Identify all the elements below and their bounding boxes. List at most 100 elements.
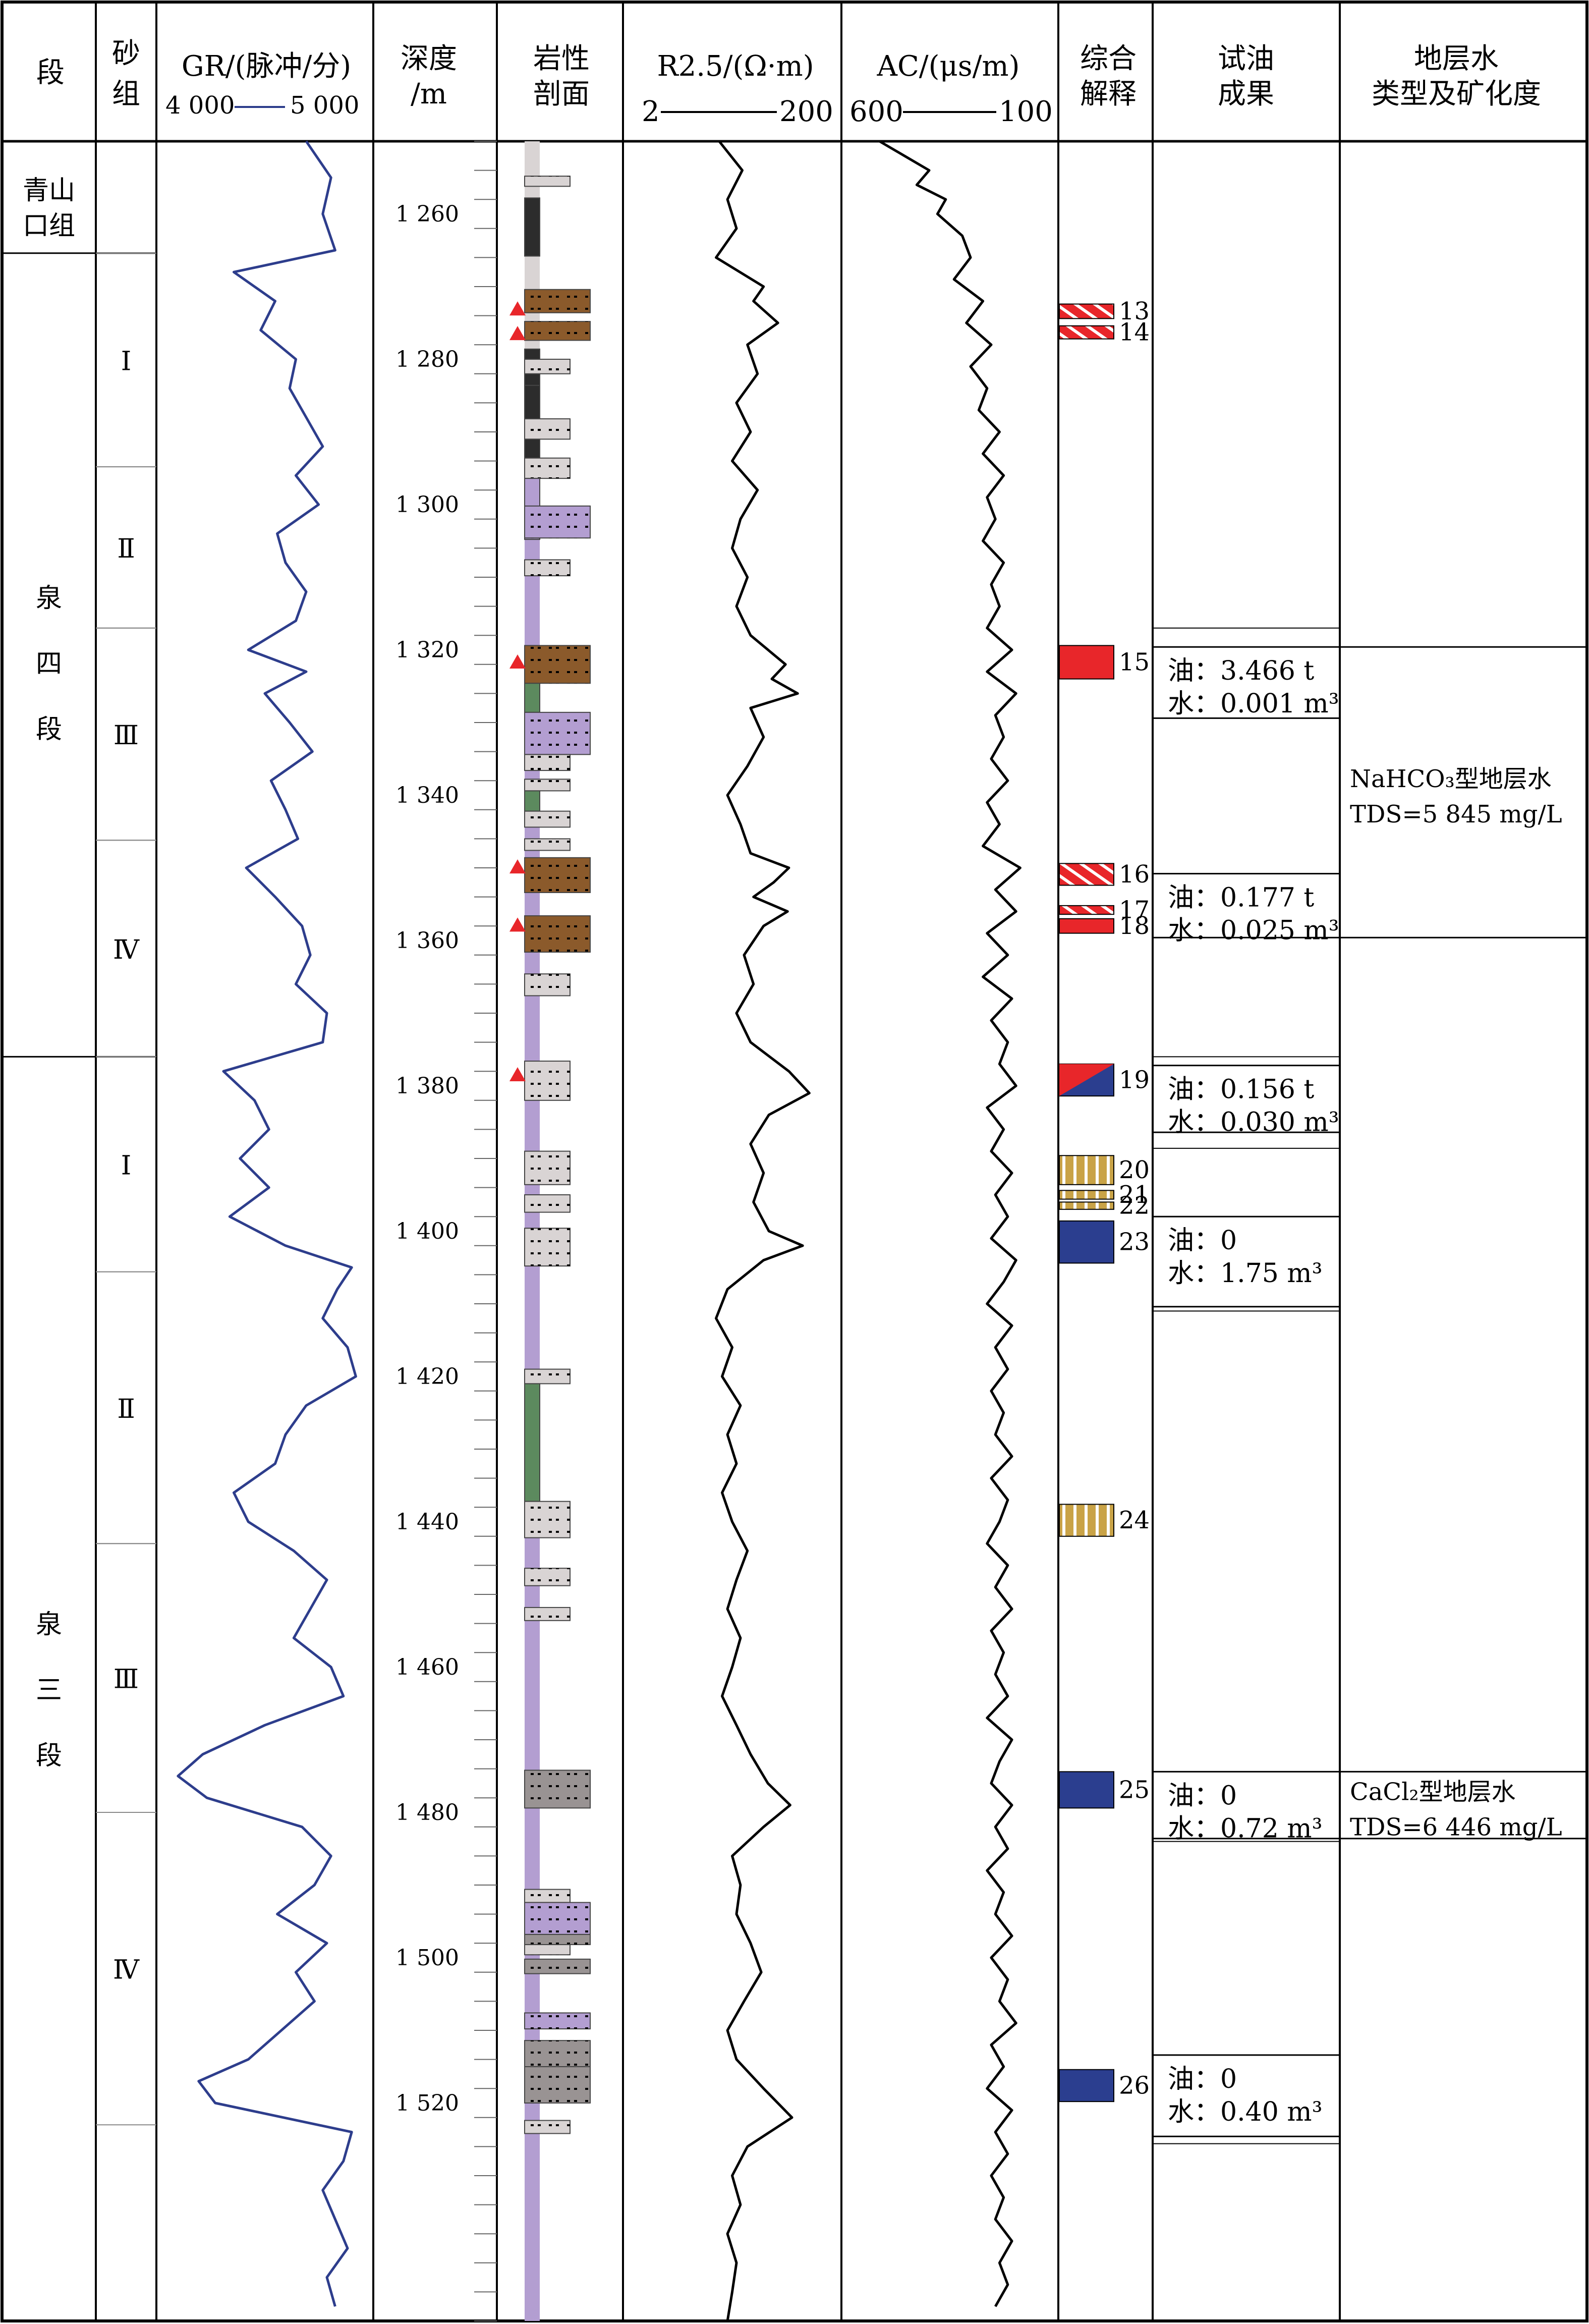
- header-gr-scale-left: 4 000: [165, 91, 235, 120]
- depth-label: 1 420: [395, 1364, 459, 1390]
- test-result-water: 水：0.40 m³: [1168, 2097, 1322, 2127]
- interp-layer-oil-part: [1059, 1064, 1114, 1096]
- oil-show-triangle: [509, 917, 526, 932]
- ac-track: [879, 140, 1022, 2307]
- header-r25-scale-left: 2: [642, 95, 660, 128]
- header-lith-label: 岩性: [533, 42, 590, 75]
- gr-track: [177, 140, 357, 2307]
- interp-layer-15: [1059, 645, 1114, 680]
- formation-label: 段: [36, 1741, 62, 1771]
- test-result-oil: 油：0: [1168, 1781, 1237, 1811]
- r25-track: [715, 140, 811, 2321]
- lith-bed-mudstone-dark: [524, 197, 540, 257]
- interp-layer-13: [1059, 303, 1114, 319]
- water-type-name: CaCl₂型地层水: [1350, 1778, 1516, 1806]
- interp-layer-number: 16: [1119, 860, 1150, 889]
- test-result-track: 油：3.466 t水：0.001 m³ 油：0.177 t水：0.025 m³ 油：…: [1152, 627, 1341, 2144]
- lith-bed-pattern: [525, 1934, 590, 1945]
- interp-layer-18: [1059, 918, 1114, 934]
- water-type-tds: TDS=5 845 mg/L: [1350, 800, 1562, 828]
- lith-bed-pattern: [525, 506, 590, 538]
- lith-bed-pattern: [525, 1501, 570, 1538]
- gr-curve: [177, 140, 357, 2307]
- lith-bed-mudstone-dark: [524, 384, 540, 420]
- lith-bed-pattern: [525, 458, 570, 479]
- interp-layer-24: [1059, 1504, 1114, 1537]
- interp-layer-number: 25: [1119, 1776, 1150, 1804]
- interp-layer-number: 24: [1119, 1506, 1150, 1534]
- lith-bed-pattern: [525, 1195, 570, 1212]
- lith-bed-pattern: [525, 2120, 570, 2134]
- depth-label: 1 380: [395, 1073, 459, 1099]
- header-gr-scale-right: 5 000: [290, 91, 359, 120]
- lith-bed-pattern: [525, 560, 570, 576]
- header-ac-scale-left: 600: [849, 95, 903, 128]
- lith-bed-pattern: [525, 176, 570, 187]
- header-interp-label2: 解释: [1080, 78, 1137, 110]
- depth-label: 1 480: [395, 1800, 459, 1825]
- test-result-box: [1152, 1215, 1341, 1308]
- header-water-label2: 类型及矿化度: [1372, 78, 1541, 110]
- lith-bed-pattern: [525, 1151, 570, 1185]
- lith-bed-pattern: [525, 712, 590, 755]
- depth-track: 1 260 1 280 1 300 1 320 1 340 1 360 1 380 1 400…: [395, 141, 497, 2321]
- header-seg: 段: [36, 57, 65, 89]
- oil-show-triangle: [509, 654, 526, 669]
- interp-layer-26: [1059, 2069, 1114, 2102]
- interp-layer-17: [1059, 905, 1114, 915]
- sand-group-label: Ⅳ: [113, 1955, 140, 1985]
- depth-label: 1 280: [395, 347, 459, 372]
- depth-label: 1 460: [395, 1654, 459, 1680]
- header-water-label: 地层水: [1414, 42, 1499, 75]
- header-ac-label: AC/(μs/m): [877, 50, 1020, 83]
- lith-bed-pattern: [525, 1568, 570, 1586]
- oil-show-triangle: [509, 1067, 526, 1081]
- header-lith-label2: 剖面: [533, 78, 590, 110]
- lith-bed-pattern: [525, 289, 590, 313]
- lithology-track: [509, 141, 591, 2321]
- ac-curve: [879, 140, 1022, 2307]
- test-result-oil: 油：3.466 t: [1168, 656, 1314, 686]
- interp-layer-number: 19: [1119, 1066, 1150, 1094]
- test-result-oil: 油：0.156 t: [1168, 1075, 1314, 1105]
- sand-group-label: Ⅱ: [117, 1394, 135, 1424]
- header-sand-group-2: 组: [112, 78, 140, 110]
- lith-bed-pattern: [525, 1959, 590, 1974]
- water-type-track: NaHCO₃型地层水 TDS=5 845 mg/L CaCl₂型地层水 TDS=6 4…: [1339, 646, 1588, 1842]
- lith-bed-pattern: [525, 1228, 570, 1266]
- test-result-water: 水：0.72 m³: [1168, 1813, 1322, 1844]
- interp-layer-number: 17: [1119, 896, 1150, 924]
- r25-curve: [715, 140, 811, 2321]
- interp-layer-number: 13: [1119, 297, 1150, 325]
- lith-bed-pattern: [525, 2013, 590, 2029]
- test-result-water: 水：1.75 m³: [1168, 1258, 1322, 1289]
- water-type-tds: TDS=6 446 mg/L: [1350, 1813, 1562, 1842]
- interp-layer-23: [1059, 1220, 1114, 1264]
- depth-label: 1 520: [395, 2090, 459, 2116]
- water-type-box: [1339, 1770, 1588, 1840]
- interp-layer-number: 21: [1119, 1181, 1150, 1209]
- depth-label: 1 320: [395, 637, 459, 663]
- depth-label: 1 360: [395, 928, 459, 954]
- interp-layer-14: [1059, 325, 1114, 340]
- test-result-water: 水：0.025 m³: [1168, 916, 1339, 946]
- oil-show-triangle: [509, 326, 526, 341]
- lith-bed-pattern: [525, 839, 570, 851]
- lith-bed-pattern: [525, 2040, 590, 2067]
- test-result-oil: 油：0: [1168, 2064, 1237, 2094]
- lith-bed-pattern: [525, 1607, 570, 1621]
- lith-bed-pattern: [525, 2067, 590, 2103]
- lith-bed-pattern: [525, 321, 590, 341]
- lith-bed-pattern: [525, 419, 570, 439]
- interp-layer-21: [1059, 1190, 1114, 1200]
- formation-label: 青山: [23, 176, 75, 206]
- header-test-label: 试油: [1218, 42, 1274, 75]
- header-depth-label: 深度: [401, 42, 457, 75]
- interp-layer-16: [1059, 863, 1114, 886]
- formation-label: 口组: [23, 211, 75, 241]
- lith-bed-pattern: [525, 1945, 570, 1955]
- lith-bed-green-mud: [524, 790, 540, 812]
